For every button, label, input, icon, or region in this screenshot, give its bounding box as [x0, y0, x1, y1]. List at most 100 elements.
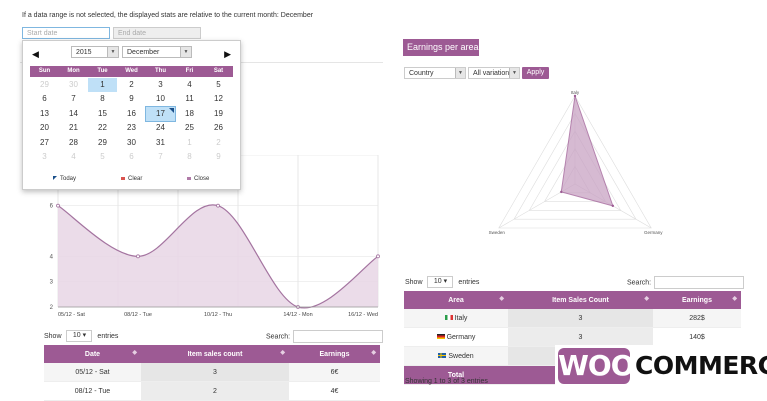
start-date-input[interactable]: Start date	[22, 27, 110, 39]
weekday-label: Fri	[185, 68, 194, 74]
day-cell[interactable]: 22	[98, 123, 107, 133]
weekday-label: Tue	[97, 68, 108, 74]
country-select[interactable]: Country ▼	[404, 67, 466, 79]
variations-select[interactable]: All variations ▼	[468, 67, 520, 79]
radar-series	[560, 95, 614, 207]
day-cell[interactable]: 20	[40, 123, 49, 133]
prev-month-icon[interactable]: ◀	[32, 49, 39, 59]
data-point	[216, 203, 220, 208]
col-area[interactable]: Area ◆	[404, 291, 508, 309]
earnings-radar-chart: Italy Germany Sweden	[489, 90, 664, 235]
col-item-sales[interactable]: Item sales count ◆	[141, 345, 289, 363]
day-cell[interactable]: 18	[185, 108, 194, 118]
day-cell[interactable]: 14	[69, 108, 78, 118]
table-row: 08/12 - Tue 2 4€	[44, 381, 380, 401]
chevron-down-icon: ▼	[455, 68, 465, 78]
day-cell[interactable]: 31	[156, 137, 165, 147]
day-cell[interactable]: 29	[98, 137, 107, 147]
sort-icon: ◆	[280, 350, 285, 356]
year-select[interactable]: 2015 ▼	[71, 46, 119, 58]
radar-point	[611, 204, 615, 208]
day-cell[interactable]: 30	[127, 137, 136, 147]
sweden-flag-icon	[438, 353, 447, 359]
day-cell[interactable]: 8	[100, 94, 105, 104]
right-length-control: Show 10 ▾ entries	[405, 276, 479, 288]
day-cell[interactable]: 9	[129, 94, 134, 104]
day-cell[interactable]: 4	[187, 80, 192, 89]
day-cell[interactable]: 13	[40, 108, 49, 118]
radar-grid	[498, 95, 652, 229]
day-cell[interactable]: 10	[156, 94, 165, 104]
day-cell[interactable]: 15	[98, 108, 107, 118]
end-date-input[interactable]: End date	[113, 27, 201, 39]
weekday-header: Sun Mon Tue Wed Thu Fri Sat	[30, 66, 233, 77]
y-tick-label: 4	[50, 254, 54, 260]
day-cell[interactable]: 23	[127, 123, 136, 133]
col-earnings[interactable]: Earnings ◆	[289, 345, 380, 363]
entries-select[interactable]: 10 ▾	[66, 330, 93, 342]
day-cell[interactable]: 12	[214, 94, 223, 104]
day-cell[interactable]: 27	[40, 137, 49, 147]
day-cell[interactable]: 3	[158, 80, 163, 89]
radar-point	[573, 94, 577, 98]
woo-badge: WOO	[558, 348, 635, 384]
day-cell[interactable]: 26	[214, 123, 223, 133]
day-cell[interactable]: 6	[42, 94, 47, 104]
day-cell[interactable]: 25	[185, 123, 194, 133]
day-cell[interactable]: 30	[69, 80, 78, 89]
chevron-down-icon: ▼	[180, 47, 191, 57]
day-cell[interactable]: 11	[185, 94, 194, 104]
x-tick-label: 08/12 - Tue	[124, 312, 152, 318]
day-cell[interactable]: 2	[129, 80, 134, 89]
day-cell[interactable]: 24	[156, 123, 165, 133]
day-cell[interactable]: 7	[71, 94, 76, 104]
col-earnings[interactable]: Earnings ◆	[653, 291, 741, 309]
day-cell[interactable]: 17	[145, 105, 176, 123]
day-cell[interactable]: 7	[158, 151, 163, 161]
sort-icon: ◆	[132, 350, 137, 356]
entries-select[interactable]: 10 ▾	[427, 276, 454, 288]
next-month-icon[interactable]: ▶	[224, 49, 231, 59]
data-point	[56, 203, 60, 208]
col-date[interactable]: Date ◆	[44, 345, 141, 363]
day-cell[interactable]: 1	[88, 78, 117, 93]
table-info: Showing 1 to 3 of 3 entries	[405, 378, 488, 385]
day-cell[interactable]: 4	[71, 151, 76, 161]
radar-label: Germany	[644, 230, 663, 235]
clear-button[interactable]: Clear	[121, 176, 142, 182]
search-input[interactable]	[293, 330, 384, 343]
day-cell[interactable]: 3	[42, 151, 47, 161]
day-cell[interactable]: 2	[216, 137, 221, 147]
x-tick-label: 10/12 - Thu	[204, 312, 232, 318]
day-cell[interactable]: 29	[40, 80, 49, 89]
day-cell[interactable]: 16	[127, 108, 136, 118]
y-tick-label: 6	[50, 204, 54, 210]
table-row: Italy 3 282$	[404, 309, 741, 328]
x-tick-label: 05/12 - Sat	[58, 312, 85, 318]
day-cell[interactable]: 28	[69, 137, 78, 147]
day-cell[interactable]: 6	[129, 151, 134, 161]
day-cell[interactable]: 5	[100, 151, 105, 161]
day-cell[interactable]: 19	[214, 108, 223, 118]
today-icon	[53, 176, 57, 181]
x-tick-label: 14/12 - Mon	[283, 312, 312, 318]
right-search: Search:	[627, 276, 745, 289]
weekday-label: Sun	[38, 68, 51, 74]
clear-icon	[121, 176, 125, 180]
month-select[interactable]: December ▼	[122, 46, 192, 58]
col-item-sales-count[interactable]: Item Sales Count ◆	[508, 291, 653, 309]
germany-flag-icon	[436, 334, 445, 340]
close-button[interactable]: Close	[187, 176, 209, 182]
radar-label: Sweden	[489, 230, 506, 235]
day-cell[interactable]: 1	[187, 137, 192, 147]
left-length-control: Show 10 ▾ entries	[44, 330, 118, 342]
today-button[interactable]: Today	[53, 176, 76, 182]
day-cell[interactable]: 8	[187, 151, 192, 161]
day-cell[interactable]: 5	[216, 80, 221, 89]
apply-button[interactable]: Apply	[522, 67, 549, 79]
day-cell[interactable]: 21	[69, 123, 78, 133]
search-input[interactable]	[654, 276, 745, 289]
day-cell[interactable]: 9	[216, 151, 221, 161]
weekday-label: Thu	[155, 68, 166, 74]
